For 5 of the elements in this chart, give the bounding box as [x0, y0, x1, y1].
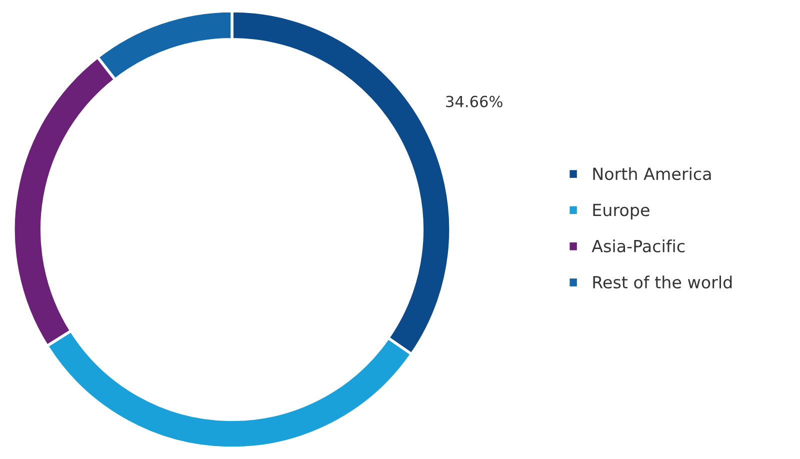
legend-label: North America — [593, 167, 711, 180]
legend-label: Rest of the world — [593, 276, 732, 289]
legend-label: Asia-Pacific — [592, 240, 685, 252]
legend-label: Europe — [593, 204, 650, 220]
data-label: 34.66% — [446, 96, 502, 108]
